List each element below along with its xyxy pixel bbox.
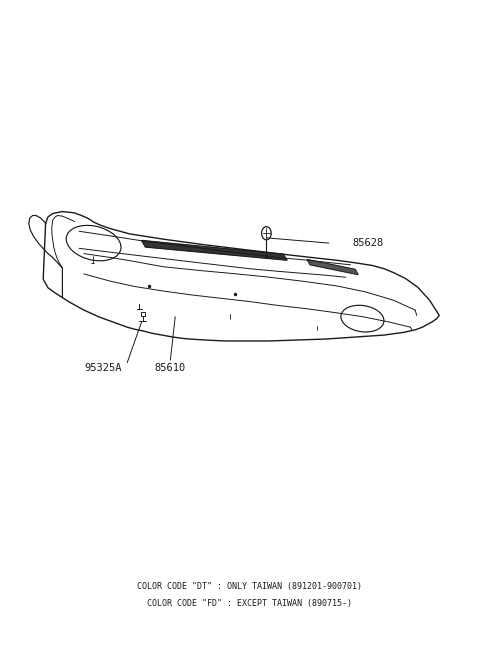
Text: 85610: 85610: [155, 363, 186, 373]
Text: COLOR CODE "FD" : EXCEPT TAIWAN (890715-): COLOR CODE "FD" : EXCEPT TAIWAN (890715-…: [147, 599, 352, 608]
Polygon shape: [142, 240, 287, 260]
Text: 95325A: 95325A: [84, 363, 122, 373]
Text: 85628: 85628: [353, 238, 384, 248]
Text: COLOR CODE "DT" : ONLY TAIWAN (891201-900701): COLOR CODE "DT" : ONLY TAIWAN (891201-90…: [137, 581, 362, 591]
Polygon shape: [307, 260, 358, 275]
